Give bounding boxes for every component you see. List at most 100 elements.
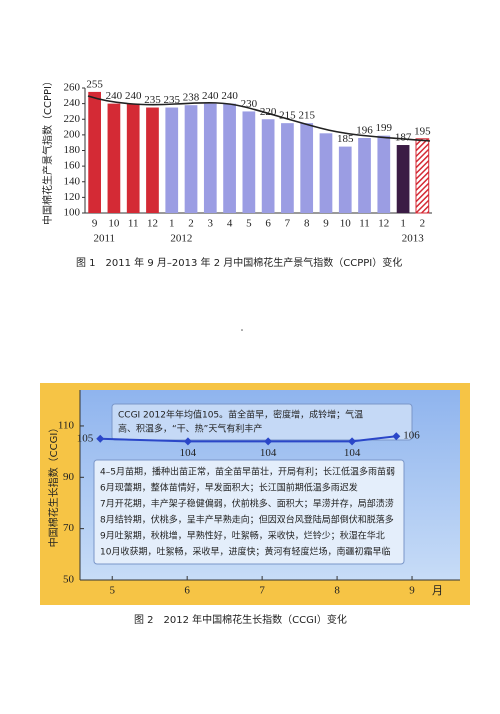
value-label: 104 — [180, 447, 197, 459]
caption: 图 2 2012 年中国棉花生长指数（CCGI）变化 — [134, 613, 347, 626]
value-label: 106 — [403, 430, 420, 442]
x-group-label: 2011 — [93, 233, 115, 245]
point — [348, 437, 357, 446]
bar — [184, 105, 198, 213]
x-group-label: 2013 — [402, 233, 425, 245]
x-tick-label: 4 — [227, 218, 233, 230]
value-label: 185 — [337, 133, 354, 145]
x-tick-label: 5 — [246, 218, 252, 230]
point — [96, 434, 105, 443]
annotation-line: 7月开花期，丰产架子稳健偏弱，伏前桃多、面积大；旱涝并存，局部渍涝 — [100, 498, 394, 510]
value-label: 240 — [125, 90, 142, 102]
x-tick-label: 12 — [147, 218, 158, 230]
value-label: 240 — [202, 90, 219, 102]
x-tick-label: 11 — [128, 218, 139, 230]
speck — [241, 329, 243, 331]
bar — [338, 146, 352, 213]
x-tick-label: 8 — [334, 585, 340, 597]
x-tick-label: 7 — [259, 585, 265, 597]
bar — [126, 103, 140, 213]
y-axis-title: 中国棉花生长指数（CCGI） — [47, 423, 60, 548]
x-axis-title: 月 — [432, 584, 443, 597]
annotation-line: 9月吐絮期，秋桃增，早熟性好，吐絮畅，采收快，烂铃少；秋湿在华北 — [100, 530, 385, 542]
annotation-line: 8月结铃期，伏桃多，呈丰产早熟走向；但因双台风登陆局部倒伏和脱落多 — [100, 514, 394, 526]
value-label: 235 — [144, 94, 161, 106]
point — [264, 437, 273, 446]
bar — [165, 107, 179, 213]
y-axis-title: 中国棉花生产景气指数（CCPPI） — [41, 76, 54, 225]
trend-curve — [87, 95, 431, 142]
bar — [358, 138, 371, 213]
bar — [88, 91, 102, 213]
chart-ccppi: 100 120 140 160 180 200 220 240 260 中国棉花生产景气指数（CC… — [41, 76, 432, 269]
annotation-line: 6月现蕾期，整体苗情好，早发面积大；长江国前期低温多雨迟发 — [100, 482, 358, 494]
bar — [415, 138, 430, 214]
value-label: 195 — [414, 125, 431, 137]
x-tick-label: 7 — [285, 218, 291, 230]
y-tick-label: 160 — [64, 160, 81, 172]
x-tick-label: 6 — [265, 218, 271, 230]
bar — [300, 123, 314, 213]
value-label: 235 — [164, 94, 181, 106]
y-tick-label: 240 — [64, 97, 81, 109]
y-tick-label: 120 — [64, 191, 81, 203]
value-label: 255 — [86, 78, 103, 90]
bar — [146, 107, 159, 213]
y-tick-label: 50 — [63, 574, 75, 586]
x-tick-label: 3 — [208, 218, 214, 230]
bar — [377, 135, 391, 213]
bar — [223, 103, 236, 213]
y-tick-label: 70 — [63, 522, 75, 534]
value-label: 187 — [395, 132, 412, 144]
bar — [281, 123, 294, 213]
annotation-box — [93, 459, 405, 565]
point — [392, 432, 401, 441]
caption: 图 1 2011 年 9 月–2013 年 2 月中国棉花生产景气指数（CCPP… — [76, 256, 402, 269]
annotation-line: 高、积温多，“干、热”天气有利丰产 — [118, 423, 262, 435]
x-tick-label: 9 — [323, 218, 329, 230]
x-tick-label: 10 — [340, 218, 352, 230]
value-label: 215 — [298, 110, 315, 122]
value-label: 240 — [221, 90, 238, 102]
x-tick-label: 1 — [169, 218, 175, 230]
y-tick-label: 200 — [64, 128, 81, 140]
value-label: 240 — [106, 90, 123, 102]
y-tick-label: 90 — [63, 471, 75, 483]
annotation-box — [111, 403, 413, 441]
x-tick-label: 8 — [304, 218, 310, 230]
y-tick-label: 140 — [64, 175, 81, 187]
x-tick-label: 2 — [420, 218, 426, 230]
chart-ccgi: 50 70 90 110 5 6 7 8 9 月 中国棉花生长指数（CCGI） CCGI 2012年年… — [47, 390, 460, 626]
x-tick-label: 9 — [92, 218, 98, 230]
bar — [242, 111, 256, 213]
x-tick-label: 12 — [378, 218, 389, 230]
value-label: 215 — [279, 110, 296, 122]
value-label: 104 — [260, 447, 277, 459]
bar — [319, 133, 333, 213]
y-tick-label: 260 — [64, 82, 81, 94]
x-tick-label: 10 — [108, 218, 120, 230]
x-tick-label: 6 — [184, 585, 190, 597]
value-label: 196 — [356, 125, 373, 137]
value-label: 238 — [183, 92, 200, 104]
x-tick-label: 5 — [109, 585, 115, 597]
y-tick-label: 110 — [58, 419, 75, 431]
bar — [203, 103, 217, 213]
bar — [261, 119, 275, 213]
value-label: 199 — [376, 122, 393, 134]
y-tick-label: 220 — [64, 113, 81, 125]
x-tick-label: 1 — [400, 218, 406, 230]
bar — [107, 103, 121, 213]
annotation-line: CCGI 2012年年均值105。苗全苗早，密度增，成铃增；气温 — [118, 409, 363, 421]
annotation-line: 4–5月苗期，播种出苗正常，苗全苗早苗壮，开局有利；长江低温多雨苗弱 — [100, 466, 395, 478]
bar — [396, 145, 410, 213]
y-tick-label: 180 — [64, 144, 81, 156]
x-tick-label: 9 — [409, 585, 415, 597]
value-label: 104 — [344, 447, 361, 459]
value-label: 105 — [77, 432, 94, 444]
point — [183, 437, 192, 446]
x-tick-label: 2 — [188, 218, 194, 230]
x-group-label: 2012 — [170, 233, 192, 245]
